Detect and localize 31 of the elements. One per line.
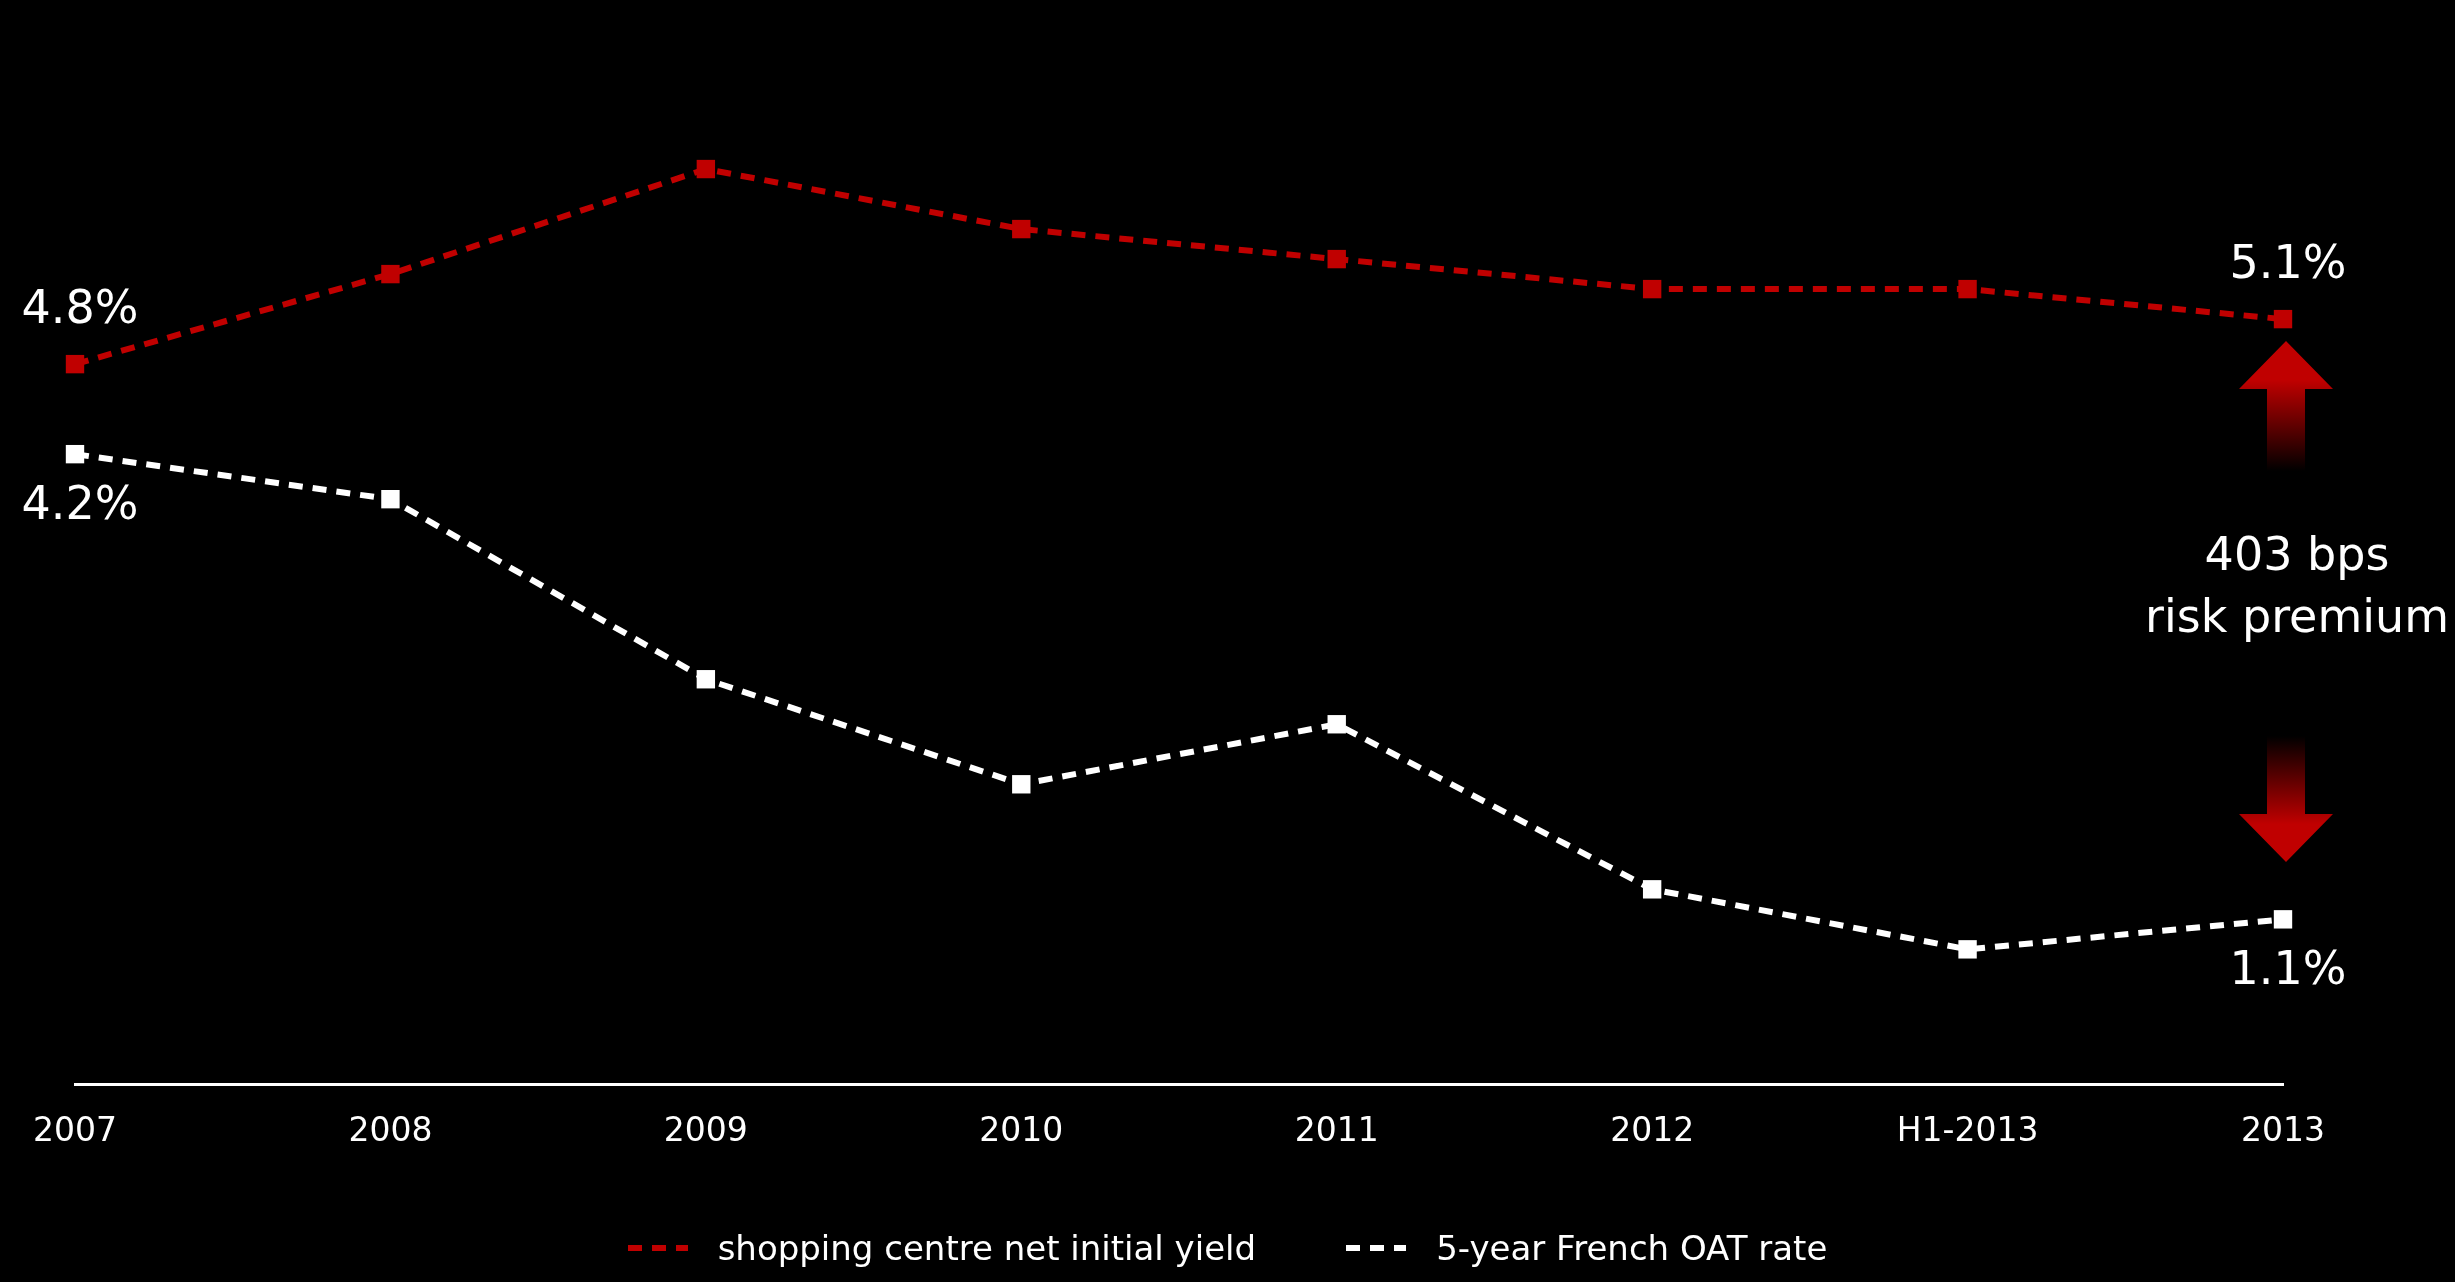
point: [1958, 279, 1977, 299]
point: [381, 489, 400, 509]
point: [1327, 249, 1346, 269]
point: [2273, 910, 2293, 929]
x-tick-label: 2009: [663, 1109, 748, 1149]
annotation: 403 bps risk premium: [2145, 527, 2449, 644]
x-tick-label: H1-2013: [1896, 1109, 2039, 1149]
point: [65, 354, 85, 374]
x-tick-label: 2007: [33, 1109, 117, 1149]
point: [1642, 279, 1662, 299]
legend-label: 5-year French OAT rate: [1436, 1228, 1828, 1268]
x-tick-label: 2013: [2241, 1109, 2325, 1149]
point: [65, 444, 85, 464]
data-label: 5.1%: [2229, 235, 2347, 290]
data-label: 4.2%: [21, 476, 139, 531]
point: [1642, 880, 1662, 899]
point: [1958, 940, 1977, 959]
point: [696, 670, 716, 689]
x-tick-label: 2011: [1294, 1109, 1379, 1149]
x-tick-label: 2010: [979, 1109, 1064, 1149]
data-label: 1.1%: [2229, 941, 2347, 996]
x-tick-label: 2008: [348, 1109, 433, 1149]
point: [1327, 715, 1346, 734]
point: [1012, 219, 1031, 239]
point: [1012, 775, 1031, 794]
point: [381, 264, 400, 284]
x-tick-label: 2012: [1610, 1109, 1695, 1149]
point: [696, 159, 716, 179]
point: [2273, 309, 2293, 329]
legend-label: shopping centre net initial yield: [717, 1228, 1257, 1268]
data-label: 4.8%: [21, 280, 139, 335]
